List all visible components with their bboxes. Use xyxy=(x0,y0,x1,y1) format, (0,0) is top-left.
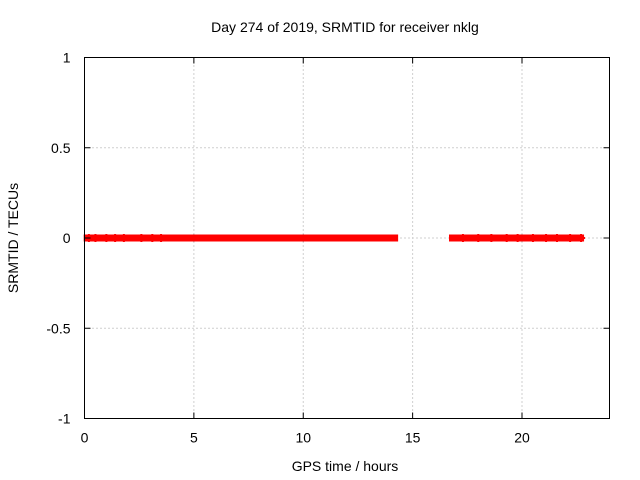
y-tick-label: 0.5 xyxy=(51,140,71,156)
y-tick-label: -0.5 xyxy=(46,320,70,336)
x-tick-label: 20 xyxy=(514,430,530,446)
x-tick-label: 5 xyxy=(190,430,198,446)
data-point-run xyxy=(83,234,399,242)
y-tick-label: 0 xyxy=(63,230,71,246)
x-tick-label: 0 xyxy=(81,430,89,446)
x-axis-label: GPS time / hours xyxy=(292,458,399,474)
axis-ticks: 0 5 10 15 20 1 0.5 0 -0.5 -1 xyxy=(46,50,610,446)
y-axis-label: SRMTID / TECUs xyxy=(5,183,21,293)
x-tick-label: 15 xyxy=(405,430,421,446)
x-tick-label: 10 xyxy=(295,430,311,446)
y-tick-label: 1 xyxy=(63,50,71,66)
data-marks xyxy=(83,234,586,242)
chart-title: Day 274 of 2019, SRMTID for receiver nkl… xyxy=(211,19,479,35)
y-tick-label: -1 xyxy=(58,411,71,427)
